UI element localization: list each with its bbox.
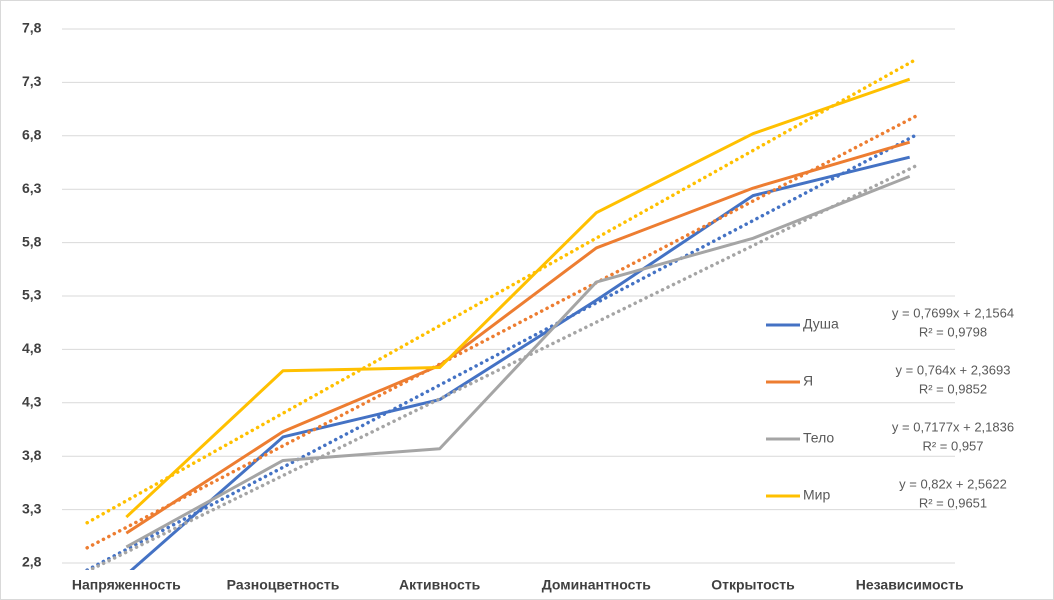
y-tick-label: 6,3 bbox=[22, 180, 42, 196]
x-tick-label: Независимость bbox=[856, 577, 964, 593]
x-tick-label: Активность bbox=[399, 577, 481, 593]
y-tick-label: 6,8 bbox=[22, 127, 42, 143]
y-tick-label: 4,3 bbox=[22, 394, 42, 410]
y-tick-label: 3,3 bbox=[22, 500, 42, 516]
x-tick-label: Открытость bbox=[711, 577, 795, 593]
x-tick-label: Доминантность bbox=[542, 577, 651, 593]
trendline-r2: R² = 0,9798 bbox=[919, 324, 987, 339]
trendline-r2: R² = 0,9852 bbox=[919, 381, 987, 396]
y-tick-label: 7,8 bbox=[22, 20, 42, 36]
legend-label: Душа bbox=[803, 316, 839, 332]
series-line bbox=[129, 155, 911, 570]
trendline-equation: y = 0,82x + 2,5622 bbox=[899, 476, 1007, 491]
legend-label: Тело bbox=[803, 430, 834, 446]
trendline bbox=[85, 56, 920, 525]
y-tick-label: 2,8 bbox=[22, 554, 42, 570]
x-tick-label: Разноцветность bbox=[227, 577, 340, 593]
y-tick-label: 7,3 bbox=[22, 73, 42, 89]
x-tick-label: Напряженность bbox=[72, 577, 181, 593]
y-tick-label: 5,3 bbox=[22, 287, 42, 303]
y-tick-label: 4,8 bbox=[22, 340, 42, 356]
series-line bbox=[125, 174, 911, 549]
trendline bbox=[86, 163, 920, 570]
legend-label: Я bbox=[803, 373, 813, 389]
series-line bbox=[125, 77, 911, 519]
y-tick-label: 3,8 bbox=[22, 447, 42, 463]
trendline-equation: y = 0,764x + 2,3693 bbox=[896, 362, 1011, 377]
series-line bbox=[125, 140, 911, 535]
trendline-equation: y = 0,7699x + 2,1564 bbox=[892, 305, 1014, 320]
trendline-r2: R² = 0,9651 bbox=[919, 495, 987, 510]
legend-label: Мир bbox=[803, 487, 830, 503]
plot-area bbox=[85, 56, 920, 570]
trendline bbox=[85, 113, 920, 550]
trendline-r2: R² = 0,957 bbox=[922, 438, 983, 453]
trendline bbox=[85, 132, 920, 570]
y-tick-label: 5,8 bbox=[22, 233, 42, 249]
trendline-equation: y = 0,7177x + 2,1836 bbox=[892, 419, 1014, 434]
